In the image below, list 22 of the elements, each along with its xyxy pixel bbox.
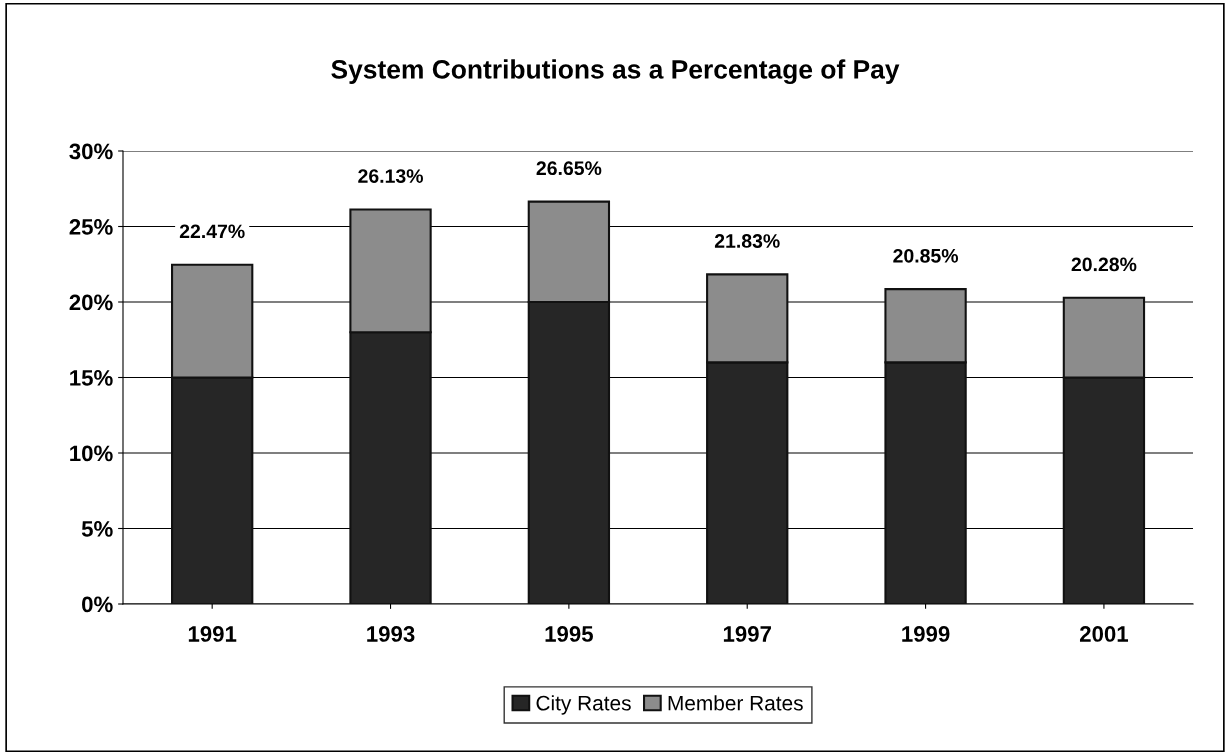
y-tick-label: 0% <box>82 596 113 613</box>
total-label: 26.13% <box>358 169 423 183</box>
y-tick-label: 30% <box>69 143 113 160</box>
total-label: 20.85% <box>893 248 959 263</box>
total-label: 22.47% <box>179 224 245 239</box>
x-tick-label: 1997 <box>723 626 771 642</box>
y-tick-label: 20% <box>69 294 113 311</box>
x-tick-label: 1993 <box>367 626 415 642</box>
y-tick-label: 15% <box>70 370 113 386</box>
x-tick-label: 1995 <box>545 626 593 642</box>
x-tick-label: 2001 <box>1079 626 1129 642</box>
x-tick-label: 1999 <box>902 626 950 642</box>
chart-title: System Contributions as a Percentage of Pay <box>331 59 900 85</box>
x-tick-label: 1991 <box>188 626 237 642</box>
y-tick-label: 25% <box>69 219 113 235</box>
y-tick-label: 10% <box>70 445 113 462</box>
y-tick-label: 5% <box>81 521 113 537</box>
total-label: 26.65% <box>536 161 602 176</box>
total-label: 20.28% <box>1071 257 1137 272</box>
legend-label: City Rates <box>536 695 631 715</box>
total-label: 21.83% <box>714 234 780 248</box>
legend-label: Member Rates <box>668 695 803 711</box>
